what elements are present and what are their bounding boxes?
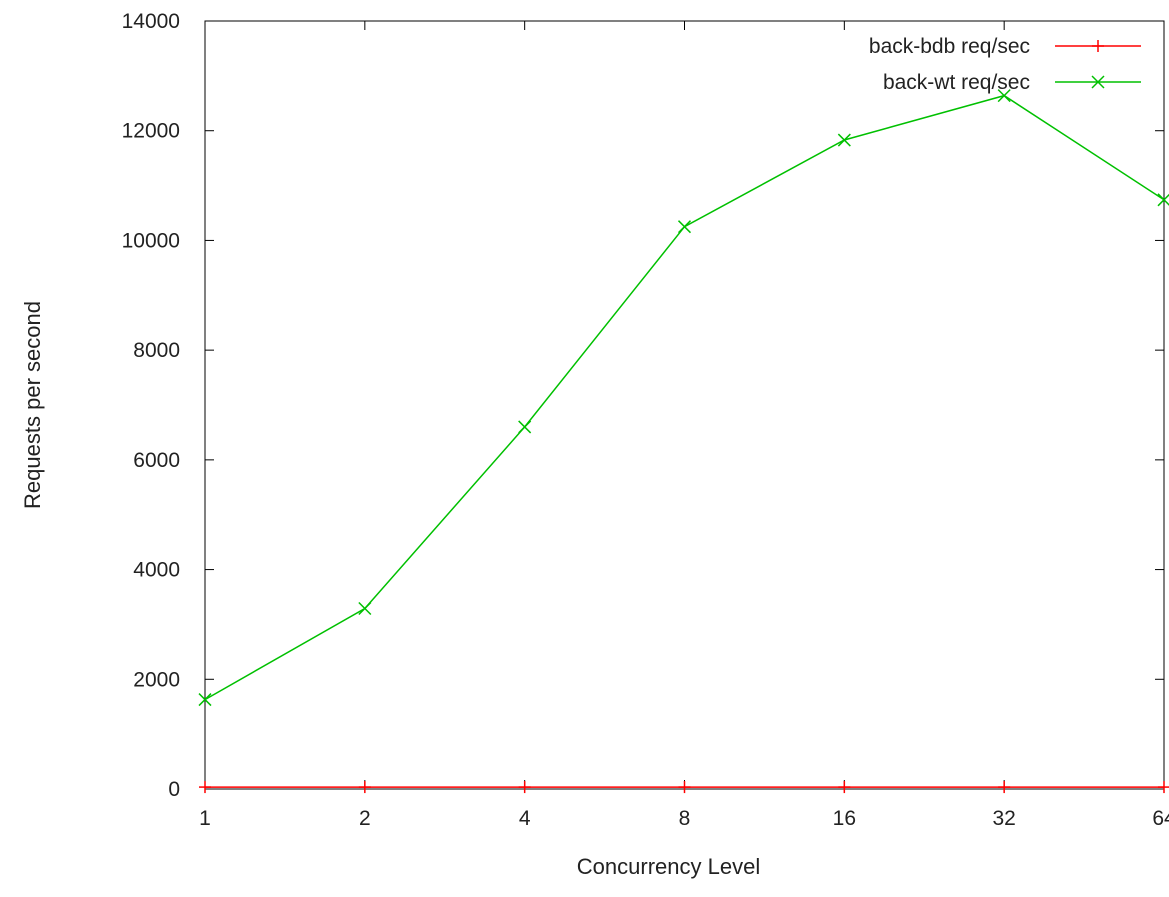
data-point-marker [358, 601, 372, 616]
y-tick-label: 8000 [133, 339, 180, 362]
legend: back-bdb req/sec back-wt req/sec [869, 35, 1141, 94]
x-tick-label: 16 [833, 807, 856, 830]
y-tick-label: 0 [168, 778, 180, 801]
legend-label: back-bdb req/sec [869, 35, 1030, 58]
x-axis-label: Concurrency Level [577, 854, 760, 879]
x-tick-label: 8 [679, 807, 691, 830]
x-tick-label: 4 [519, 807, 531, 830]
y-tick-label: 14000 [122, 10, 180, 33]
x-axis-ticks: 1 2 4 8 16 32 64 [199, 21, 1169, 830]
x-tick-label: 64 [1152, 807, 1169, 830]
legend-marker [1091, 75, 1105, 89]
y-tick-label: 6000 [133, 449, 180, 472]
series-layer [198, 89, 1169, 794]
series-1 [199, 781, 1169, 794]
data-point-marker [837, 133, 851, 147]
x-tick-label: 32 [992, 807, 1015, 830]
y-tick-label: 10000 [122, 229, 180, 252]
legend-label: back-wt req/sec [883, 71, 1030, 94]
y-tick-label: 2000 [133, 668, 180, 691]
data-point-marker [677, 220, 692, 234]
y-tick-label: 12000 [122, 120, 180, 143]
y-axis-label: Requests per second [20, 301, 45, 509]
data-point-marker [518, 420, 532, 434]
data-point-marker [997, 89, 1011, 103]
series-2 [198, 89, 1169, 707]
y-axis-ticks: 0 2000 4000 6000 8000 10000 12000 14000 [122, 10, 1164, 801]
data-point-marker [198, 693, 212, 707]
x-tick-label: 1 [199, 807, 211, 830]
x-tick-label: 2 [359, 807, 371, 830]
data-point-marker [1157, 193, 1169, 207]
y-tick-label: 4000 [133, 559, 180, 582]
